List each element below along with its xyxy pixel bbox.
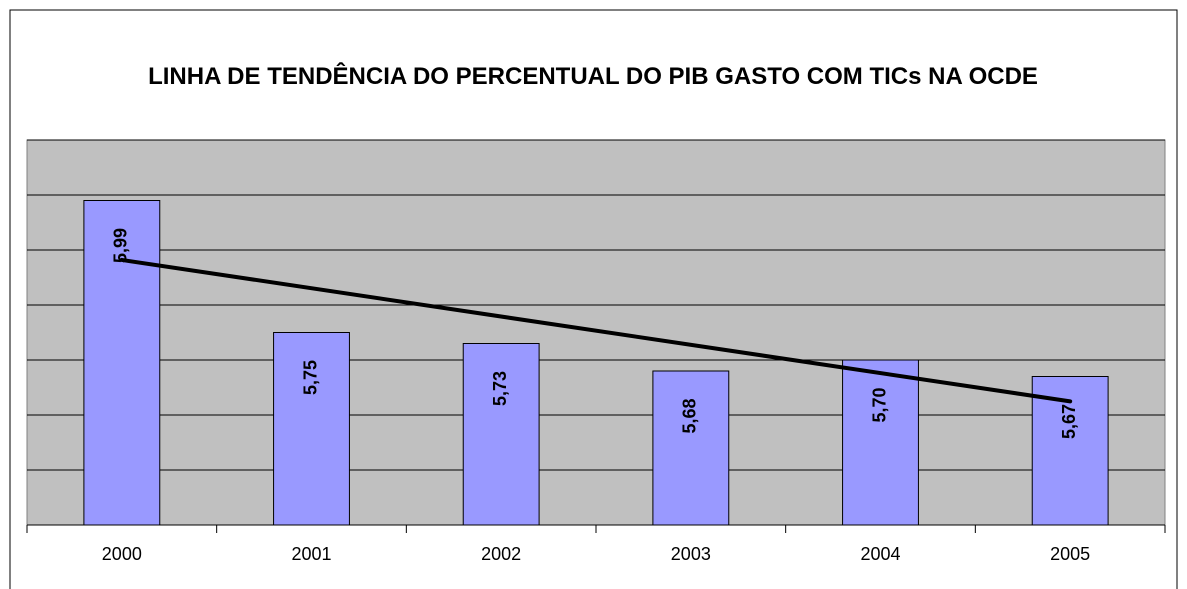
value-label: 5,70 bbox=[869, 387, 889, 422]
x-tick-label: 2003 bbox=[671, 544, 711, 564]
bar bbox=[652, 370, 730, 526]
x-tick-label: 2001 bbox=[291, 544, 331, 564]
value-label: 5,75 bbox=[300, 360, 320, 395]
value-label: 5,99 bbox=[111, 228, 131, 263]
x-tick-label: 2004 bbox=[860, 544, 900, 564]
value-label: 5,73 bbox=[490, 371, 510, 406]
bar bbox=[83, 200, 161, 526]
x-tick-label: 2002 bbox=[481, 544, 521, 564]
x-tick-label: 2005 bbox=[1050, 544, 1090, 564]
bar bbox=[462, 343, 540, 526]
bar bbox=[842, 359, 919, 526]
value-label: 5,67 bbox=[1059, 404, 1079, 439]
bar bbox=[273, 332, 350, 526]
chart-title: LINHA DE TENDÊNCIA DO PERCENTUAL DO PIB … bbox=[148, 63, 1038, 90]
trend-line bbox=[119, 257, 1073, 404]
value-label: 5,68 bbox=[680, 398, 700, 433]
x-tick-label: 2000 bbox=[102, 544, 142, 564]
